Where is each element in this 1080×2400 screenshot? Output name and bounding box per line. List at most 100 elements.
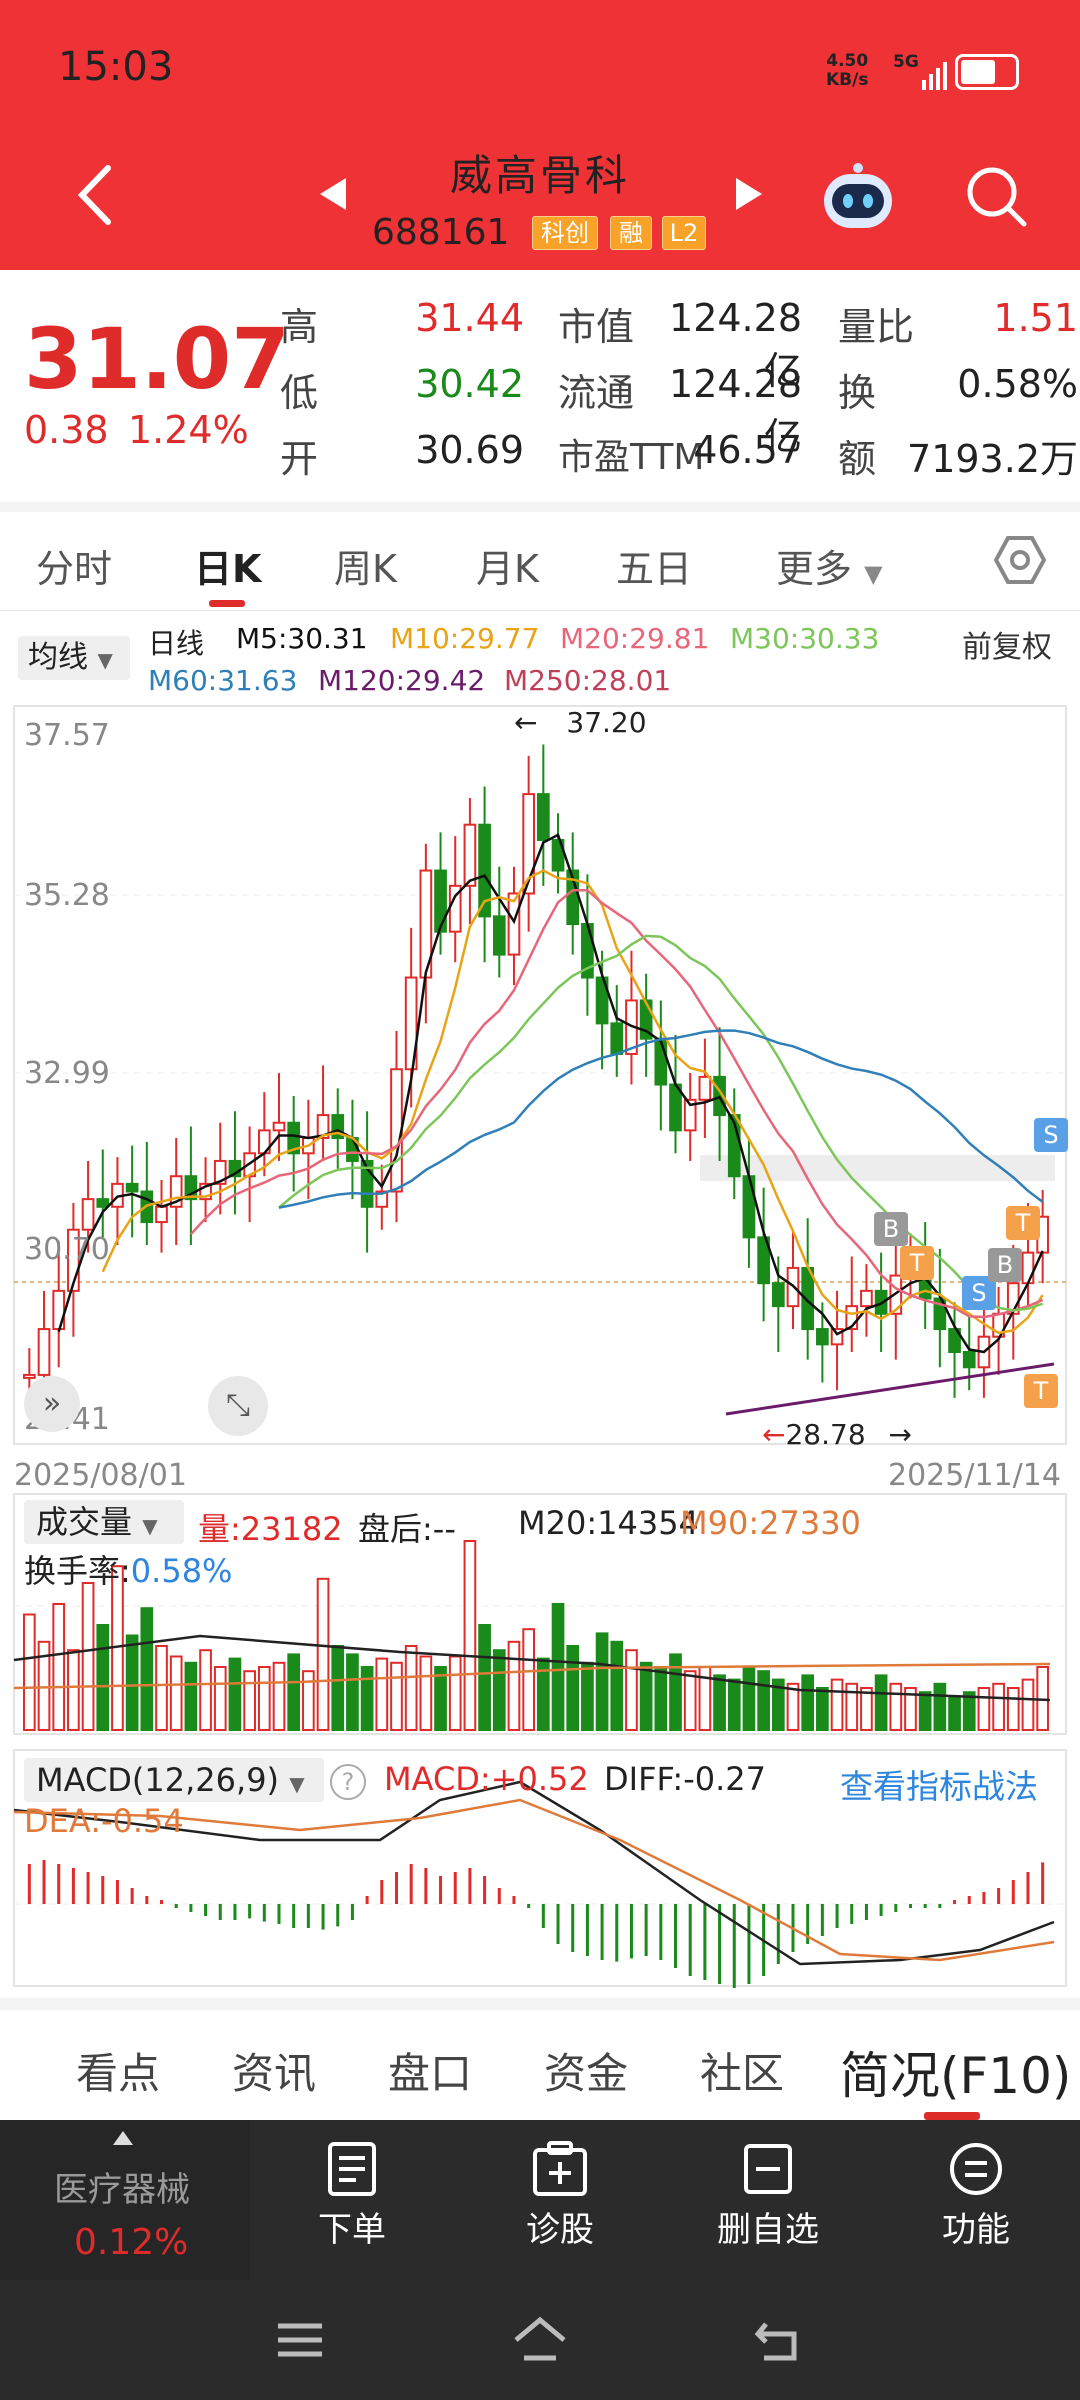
home-icon[interactable] xyxy=(510,2314,570,2366)
remove-watchlist-button[interactable]: 删自选 xyxy=(688,2140,848,2251)
status-time: 15:03 xyxy=(58,44,174,90)
macd-value: MACD:+0.52 xyxy=(384,1760,589,1798)
price-change-pct: 1.24% xyxy=(128,408,249,452)
back-nav-icon[interactable] xyxy=(750,2314,810,2366)
back-icon[interactable] xyxy=(70,160,122,230)
volume-bar-up xyxy=(463,1540,477,1731)
volume-bar-down xyxy=(610,1640,624,1732)
candle-up xyxy=(81,1198,95,1231)
vol-m90-line xyxy=(13,1662,1051,1690)
candle-down xyxy=(551,838,565,872)
tab-monthly-k[interactable]: 月K xyxy=(476,547,539,591)
high-marker: ← 37.20 xyxy=(514,706,647,739)
settings-icon[interactable] xyxy=(994,534,1046,586)
menu-icon[interactable] xyxy=(270,2314,330,2366)
volume-bar-up xyxy=(889,1682,903,1732)
signal-badge-s[interactable]: S xyxy=(1034,1118,1068,1152)
amount-value: 7193.2万 xyxy=(907,437,1078,481)
candle-up xyxy=(507,892,521,956)
sector-panel[interactable] xyxy=(0,2120,250,2280)
macd-dea-line xyxy=(13,1798,1055,1962)
network-type: 5G xyxy=(893,52,919,72)
tab-capital[interactable]: 资金 xyxy=(544,2049,629,2098)
turnover-value: 0.58% xyxy=(957,362,1078,406)
volume-bar-down xyxy=(742,1666,756,1731)
volume-bar-down xyxy=(757,1670,770,1731)
volume-bar-up xyxy=(155,1645,168,1731)
volume-bar-down xyxy=(184,1661,198,1732)
next-stock-icon[interactable] xyxy=(734,176,764,212)
signal-badge-t[interactable]: T xyxy=(1006,1206,1040,1240)
volume-bar-down xyxy=(933,1682,947,1732)
after-hours-value: 盘后:-- xyxy=(358,1510,456,1548)
volume-bar-down xyxy=(140,1607,154,1731)
expand-left-icon[interactable]: » xyxy=(24,1376,80,1432)
y-tick: 37.57 xyxy=(24,718,110,753)
candle-down xyxy=(478,823,491,918)
candle-up xyxy=(213,1159,227,1185)
ma-selector-button[interactable]: 均线 ▼ xyxy=(18,636,130,680)
tab-highlights[interactable]: 看点 xyxy=(76,2049,161,2098)
indicator-strategy-link[interactable]: 查看指标战法 xyxy=(840,1767,1038,1806)
divider xyxy=(0,610,1080,611)
indicator-selector-button[interactable]: MACD(12,26,9) ▼ xyxy=(24,1758,324,1802)
y-tick: 32.99 xyxy=(24,1056,110,1091)
prev-stock-icon[interactable] xyxy=(318,176,348,212)
diff-value: DIFF:-0.27 xyxy=(604,1760,766,1798)
tab-five-day[interactable]: 五日 xyxy=(616,547,693,591)
candle-down xyxy=(962,1350,976,1369)
low-marker: ←28.78 → xyxy=(762,1418,913,1451)
signal-badge-b[interactable]: B xyxy=(988,1248,1022,1282)
tab-news[interactable]: 资讯 xyxy=(232,2049,317,2098)
volume-bar-up xyxy=(257,1666,271,1731)
volume-bar-down xyxy=(478,1624,491,1731)
candle-down xyxy=(537,793,550,841)
tab-f10-profile[interactable]: 简况(F10) xyxy=(840,2047,1072,2105)
diagnose-button[interactable]: 诊股 xyxy=(480,2140,640,2251)
candle-up xyxy=(463,823,477,887)
volume-bar-up xyxy=(419,1655,433,1731)
macd-chart[interactable] xyxy=(0,1746,1080,1990)
volume-bar-down xyxy=(816,1687,829,1731)
volume-bar-down xyxy=(874,1674,888,1732)
robot-assistant-icon[interactable] xyxy=(820,160,896,232)
volume-bar-up xyxy=(272,1661,286,1732)
kline-chart[interactable] xyxy=(0,700,1080,1450)
volume-bar-down xyxy=(287,1653,301,1732)
fullscreen-icon[interactable]: ⤡ xyxy=(208,1376,268,1436)
candle-up xyxy=(67,1228,80,1292)
signal-badge-t[interactable]: T xyxy=(1024,1374,1058,1408)
dea-value: DEA:-0.54 xyxy=(24,1802,184,1840)
candle-up xyxy=(683,1098,697,1132)
volume-bar-down xyxy=(581,1661,594,1732)
tab-community[interactable]: 社区 xyxy=(700,2049,785,2098)
signal-badge-t[interactable]: T xyxy=(900,1246,934,1280)
help-icon[interactable]: ? xyxy=(330,1764,366,1800)
volume-selector-button[interactable]: 成交量 ▼ xyxy=(24,1500,184,1544)
search-icon[interactable] xyxy=(964,164,1028,228)
mktcap-label: 市值 xyxy=(558,305,635,349)
tab-order-book[interactable]: 盘口 xyxy=(388,2049,473,2098)
open-label: 开 xyxy=(280,437,319,481)
volume-bar-down xyxy=(492,1649,506,1731)
tab-weekly-k[interactable]: 周K xyxy=(334,547,397,591)
volume-bar-up xyxy=(522,1628,535,1731)
tab-more[interactable]: 更多 ▼ xyxy=(776,547,883,591)
vol-m20-value: M20:14354 xyxy=(518,1504,699,1542)
tab-daily-k[interactable]: 日K xyxy=(194,547,262,591)
signal-badge-b[interactable]: B xyxy=(874,1212,908,1246)
candle-down xyxy=(184,1175,198,1201)
volume-bar-down xyxy=(566,1645,580,1731)
functions-button[interactable]: 功能 xyxy=(896,2140,1056,2251)
volume-bar-down xyxy=(346,1653,359,1732)
volume-bar-up xyxy=(52,1603,66,1731)
candle-down xyxy=(610,1022,624,1055)
volume-bar-up xyxy=(67,1649,80,1731)
adjust-mode[interactable]: 前复权 xyxy=(962,630,1052,665)
high-value: 31.44 xyxy=(415,296,524,340)
volume-bar-up xyxy=(507,1640,521,1732)
volume-chart[interactable] xyxy=(0,1490,1080,1738)
tab-timeshare[interactable]: 分时 xyxy=(36,547,113,591)
order-button[interactable]: 下单 xyxy=(272,2140,432,2251)
candle-down xyxy=(757,1236,770,1285)
